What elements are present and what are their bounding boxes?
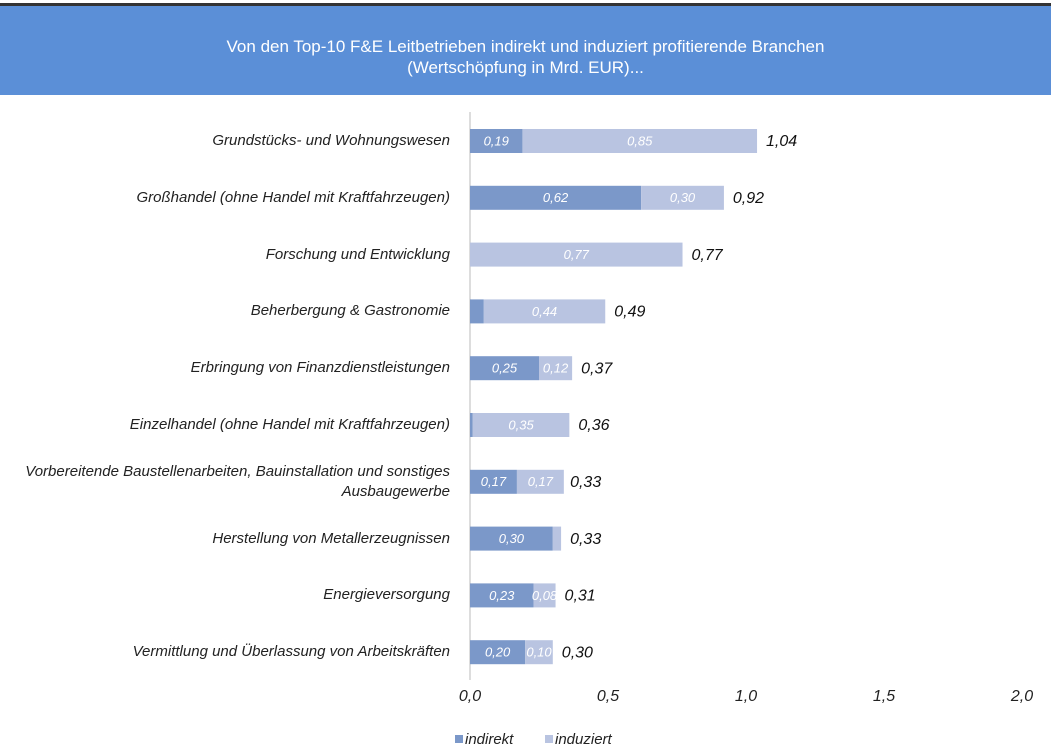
category-label: Einzelhandel (ohne Handel mit Kraftfahrz… [129,416,450,433]
value-label: 0,35 [508,417,534,432]
legend-swatch [455,735,463,743]
category-label: Forschung und Entwicklung [265,245,450,263]
bar-segment [470,469,517,494]
x-tick-label: 0,5 [597,688,619,705]
bar-segment [641,185,724,210]
value-label: 0,17 [481,474,507,489]
value-label: 0,10 [526,645,552,660]
total-label: 0,30 [562,644,593,661]
total-label: 0,33 [570,474,601,491]
category-label: Vorbereitende Baustellenarbeiten, Bauins… [25,462,450,500]
category-label: Energieversorgung [323,586,450,604]
category-label: Grundstücks- und Wohnungswesen [212,132,450,149]
x-tick-label: 1,0 [735,688,757,705]
bar-segment [525,640,553,665]
bar-segment [470,526,553,551]
total-label: 0,49 [614,304,645,321]
value-label: 0,25 [492,361,518,376]
bar-segment [470,129,523,153]
value-label: 0,19 [484,133,509,148]
category-label: Großhandel (ohne Handel mit Kraftfahrzeu… [136,188,450,206]
category-label: Beherbergung & Gastronomie [250,302,450,320]
value-label: 0,23 [489,588,515,603]
total-label: 0,33 [570,531,601,548]
category-label: Erbringung von Finanzdienstleistungen [190,359,450,377]
bar-segment [470,413,473,437]
bar-segment [470,185,642,210]
legend-swatch [545,735,553,743]
bar-segment [552,526,562,551]
category-label: Vermittlung und Überlassung von Arbeitsk… [132,643,450,661]
value-label: 0,30 [499,531,525,546]
total-label: 1,04 [766,133,797,150]
total-label: 0,36 [578,417,609,434]
value-label: 0,17 [528,474,554,489]
chart-subtitle: (Wertschöpfung in Mrd. EUR)... [407,58,644,77]
bar-segment [522,129,758,153]
x-tick-label: 2,0 [1010,688,1033,705]
total-label: 0,92 [733,190,764,207]
bar-segment [470,583,534,608]
bar-segment [470,242,683,267]
total-label: 0,37 [581,360,613,377]
value-label: 0,30 [670,190,696,205]
header: Von den Top-10 F&E Leitbetrieben indirek… [0,3,1051,95]
value-label: 0,20 [485,645,511,660]
value-label: 0,08 [532,588,558,603]
chart-title: Von den Top-10 F&E Leitbetrieben indirek… [226,37,825,56]
legend-label: indirekt [465,731,514,748]
bar-segment [470,356,539,381]
bar-segment [539,356,573,381]
bar-segment [472,413,570,437]
bar-segment [516,469,564,494]
total-label: 0,77 [692,247,724,264]
x-tick-label: 1,5 [873,688,895,705]
value-label: 0,85 [627,133,653,148]
bar-segment [533,583,556,608]
x-tick-label: 0,0 [459,688,481,705]
value-label: 0,12 [543,361,569,376]
legend-label: induziert [555,731,613,748]
category-label: Herstellung von Metallerzeugnissen [212,529,450,547]
value-label: 0,62 [543,190,569,205]
bar-segment [483,299,606,324]
total-label: 0,31 [565,588,596,605]
bar-segment [470,299,484,324]
value-label: 0,44 [532,304,557,319]
value-label: 0,77 [564,247,590,262]
bar-segment [470,640,526,665]
